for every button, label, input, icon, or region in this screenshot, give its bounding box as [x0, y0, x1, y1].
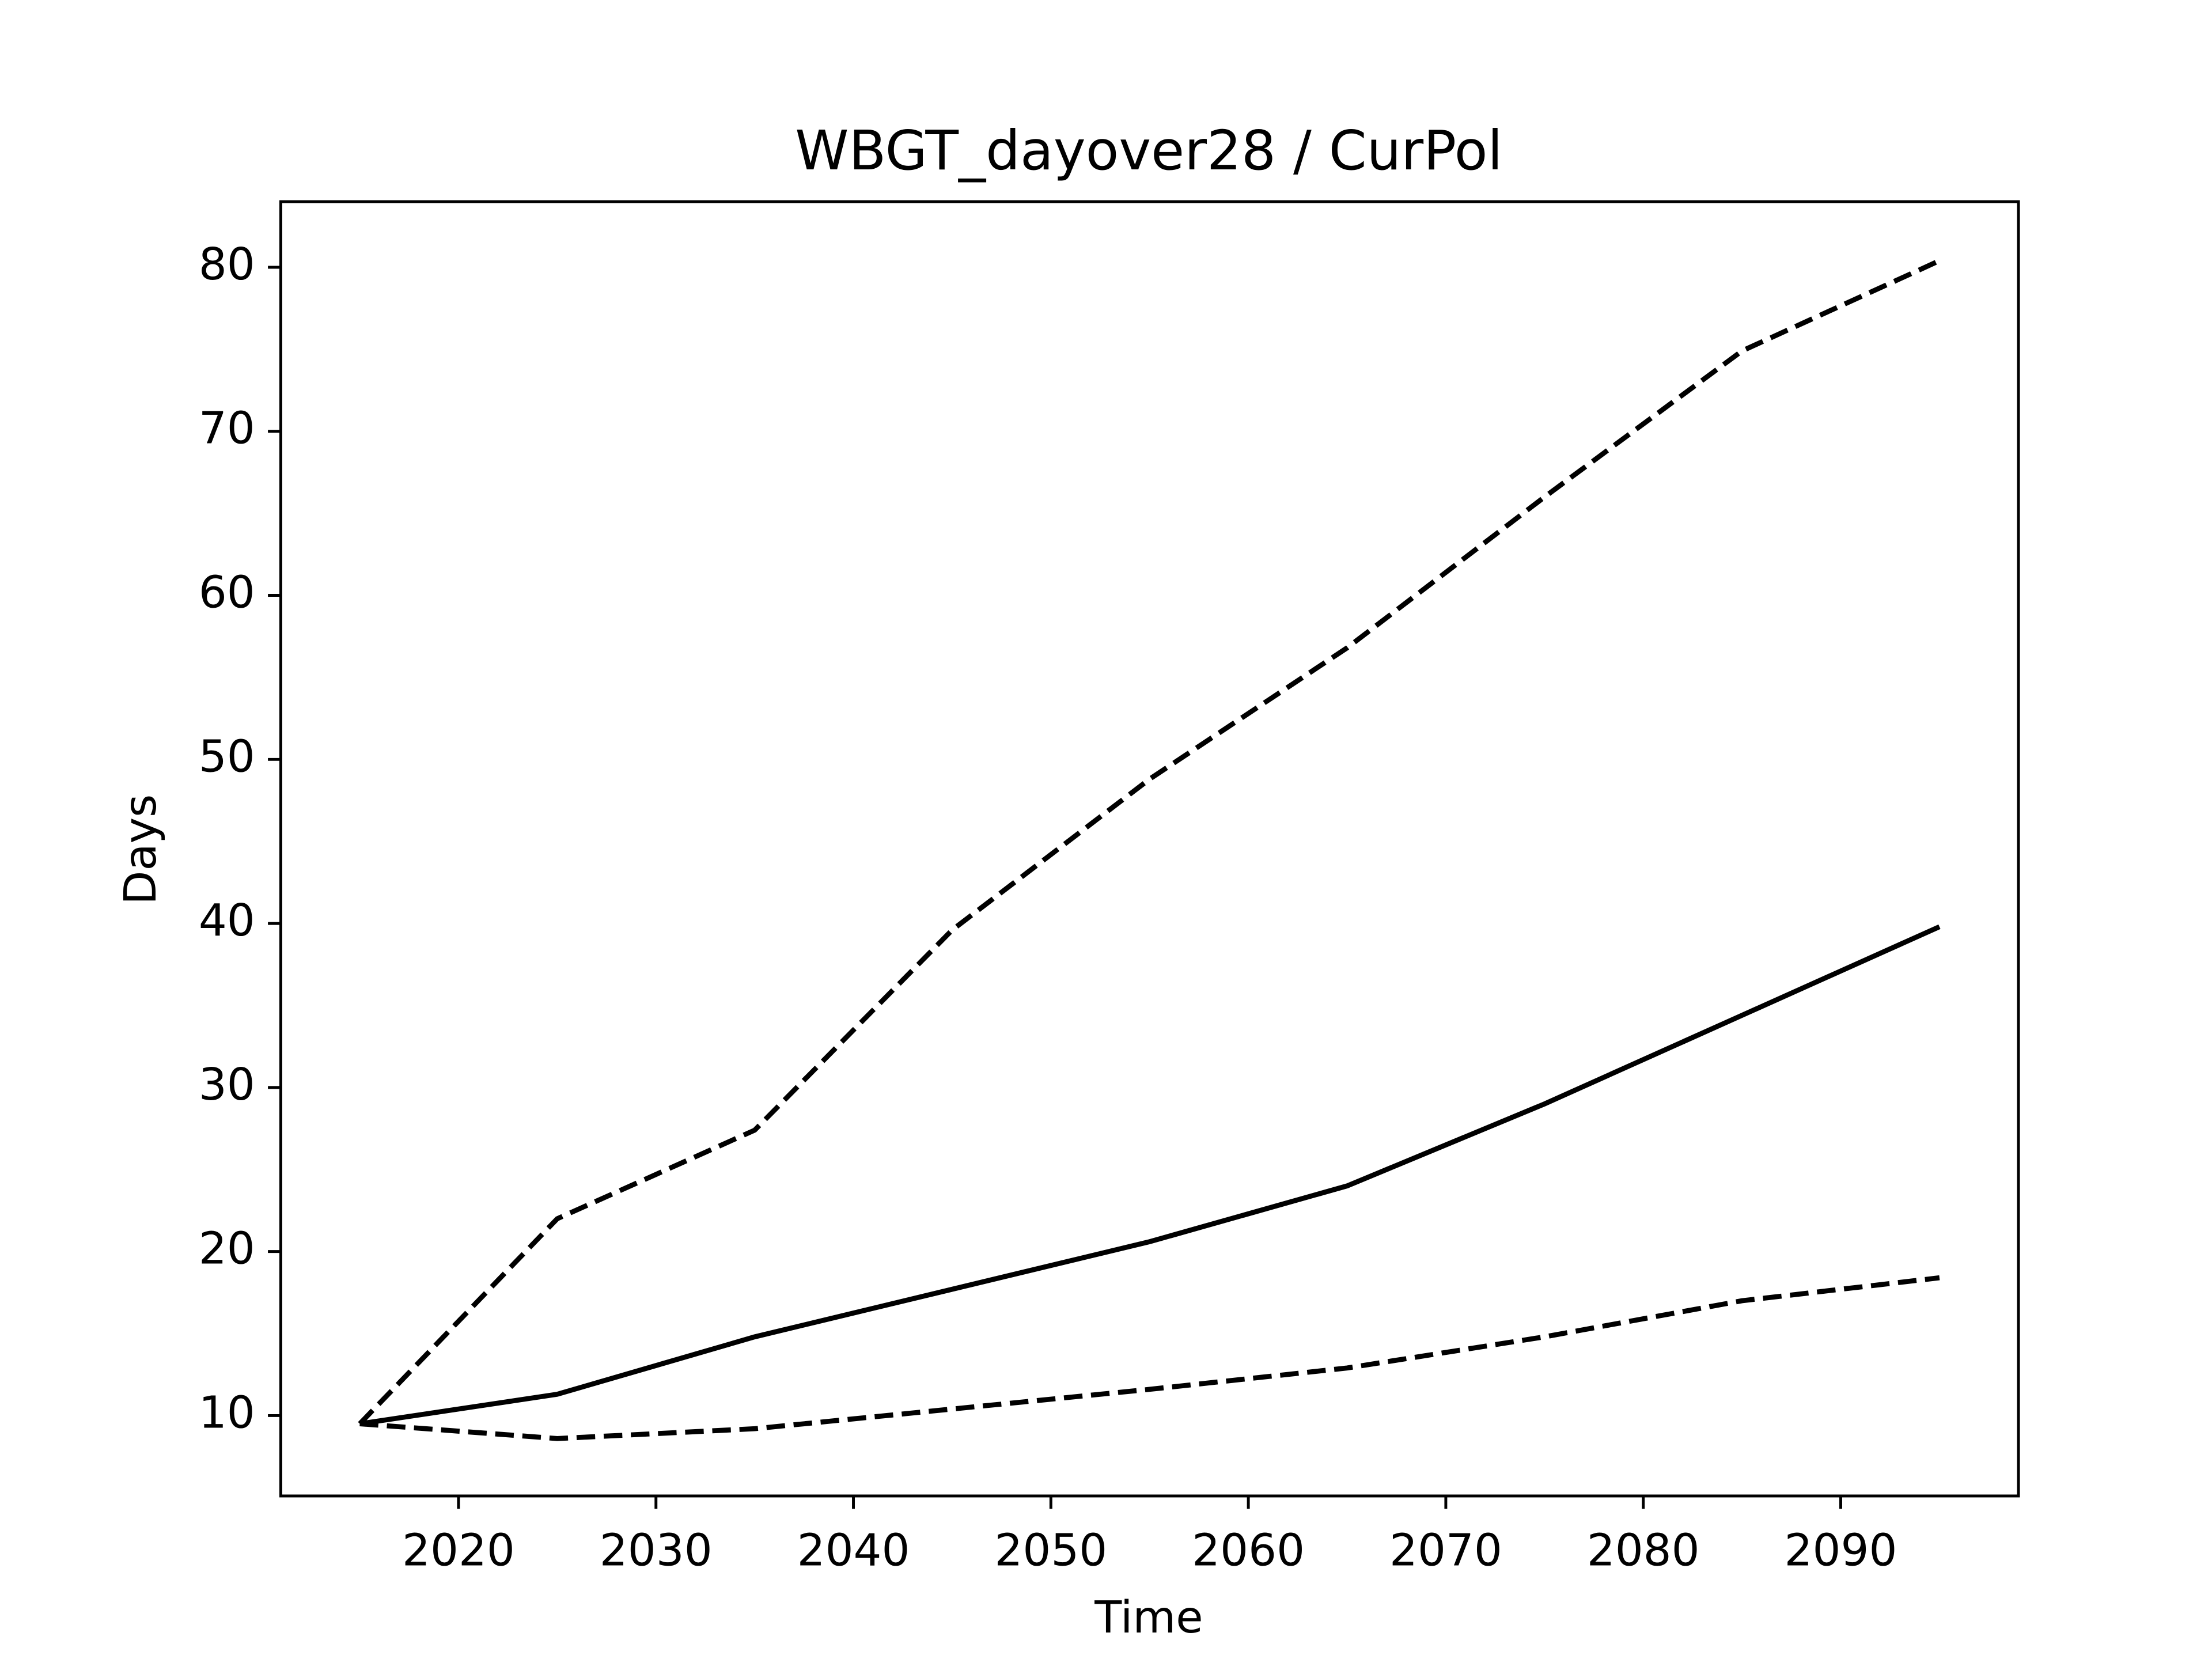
y-tick-label: 70 — [199, 403, 255, 454]
y-axis-label: Days — [115, 794, 166, 905]
line-series — [359, 1275, 1940, 1441]
y-tick-label: 30 — [199, 1059, 255, 1111]
y-tick-label: 50 — [199, 731, 255, 782]
y-tick-label: 10 — [199, 1387, 255, 1438]
x-tick-label: 2020 — [402, 1525, 515, 1576]
y-tick-label: 60 — [199, 567, 255, 619]
x-tick-label: 2080 — [1587, 1525, 1700, 1576]
chart-title: WBGT_dayover28 / CurPol — [795, 119, 1502, 183]
x-tick-label: 2040 — [797, 1525, 910, 1576]
y-tick-label: 20 — [199, 1224, 255, 1275]
y-tick-label: 80 — [199, 239, 255, 290]
x-tick-label: 2050 — [994, 1525, 1107, 1576]
x-tick-label: 2060 — [1192, 1525, 1305, 1576]
x-tick-label: 2030 — [600, 1525, 713, 1576]
x-tick-label: 2070 — [1389, 1525, 1502, 1576]
x-tick-label: 2090 — [1785, 1525, 1897, 1576]
y-tick-label: 40 — [199, 895, 255, 946]
plot-frame — [279, 200, 2020, 1498]
line-series — [359, 924, 1941, 1426]
x-axis-label: Time — [1094, 1592, 1203, 1643]
line-series — [358, 258, 1941, 1426]
